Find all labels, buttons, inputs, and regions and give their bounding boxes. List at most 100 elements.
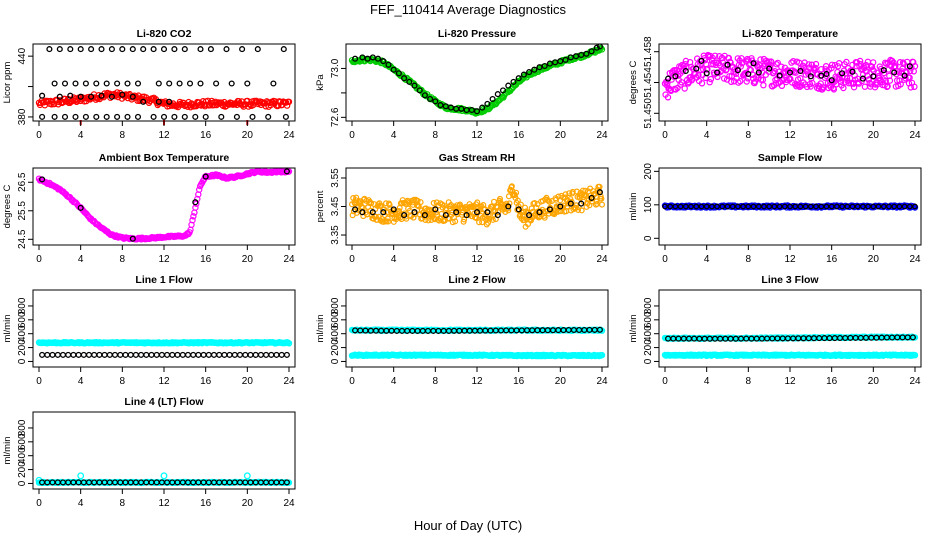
data-point (396, 208, 403, 215)
y-axis-label: ml/min (2, 315, 13, 343)
y-axis-label: ml/min (628, 315, 639, 343)
data-point (709, 203, 715, 210)
data-point (427, 95, 434, 103)
data-point (226, 351, 233, 358)
data-point (283, 168, 290, 175)
data-point (805, 61, 813, 68)
data-point (93, 80, 100, 87)
x-tick-label: 8 (120, 376, 126, 387)
data-point (98, 92, 105, 99)
data-point (719, 203, 726, 210)
data-point (897, 81, 904, 88)
data-point (39, 351, 46, 358)
data-point (834, 63, 842, 70)
data-point (911, 83, 918, 91)
data-point (593, 198, 600, 205)
series-averages (352, 189, 603, 219)
data-point (728, 78, 735, 86)
data-point (870, 73, 877, 80)
data-point (823, 70, 830, 78)
data-point (703, 203, 710, 210)
data-point (734, 67, 741, 74)
data-point (761, 203, 767, 210)
data-point (677, 203, 684, 210)
data-point (773, 60, 780, 68)
data-point (682, 67, 689, 75)
data-point (802, 203, 809, 210)
data-point (526, 212, 533, 219)
data-point (77, 46, 84, 53)
series-dense (661, 51, 919, 101)
data-point (166, 80, 173, 87)
data-point (127, 351, 134, 358)
x-tick-label: 12 (158, 498, 170, 509)
data-point (430, 200, 437, 207)
data-point (701, 57, 709, 64)
data-point (160, 113, 168, 120)
data-point (380, 209, 387, 216)
data-point (244, 80, 251, 87)
data-point (160, 46, 168, 53)
data-point (479, 104, 486, 111)
data-point (364, 55, 371, 62)
data-point (894, 67, 901, 75)
data-point (197, 80, 204, 87)
y-axis-label: degrees C (2, 184, 13, 228)
data-point (583, 203, 590, 210)
data-point (119, 91, 126, 98)
data-point (818, 72, 825, 79)
data-point (54, 351, 61, 358)
data-point (181, 46, 188, 53)
data-point (531, 66, 538, 73)
data-point (739, 59, 746, 66)
data-point (812, 60, 820, 68)
data-point (693, 203, 700, 210)
data-point (353, 194, 360, 201)
data-point (484, 100, 491, 107)
x-tick-label: 16 (826, 254, 838, 265)
data-point (582, 187, 589, 194)
data-point (566, 190, 573, 197)
y-tick-label: 3.55 (330, 168, 341, 188)
data-point (39, 113, 46, 120)
data-point (499, 87, 507, 94)
y-axis-label: degrees C (628, 60, 639, 104)
x-tick-label: 8 (746, 376, 752, 387)
y-tick-label: 73.0 (330, 58, 341, 78)
data-point (569, 188, 576, 195)
data-point (578, 207, 585, 214)
data-point (863, 68, 870, 75)
data-point (200, 351, 207, 358)
y-tick-label: 600 (643, 311, 654, 328)
data-point (132, 351, 139, 358)
data-point (134, 80, 142, 87)
data-point (283, 351, 290, 358)
data-point (839, 203, 845, 210)
data-point (884, 82, 891, 90)
data-point (840, 84, 847, 92)
y-tick-label: 800 (643, 297, 654, 314)
x-tick-label: 24 (283, 498, 295, 509)
data-point (886, 203, 892, 210)
data-point (678, 79, 685, 86)
y-axis-label: Licor ppm (2, 62, 13, 104)
data-point (184, 351, 192, 358)
y-tick-label: 440 (17, 47, 28, 64)
data-point (861, 83, 869, 90)
data-point (891, 203, 898, 210)
data-point (495, 209, 502, 216)
data-point (80, 351, 87, 358)
x-tick-label: 24 (596, 254, 608, 265)
x-tick-label: 12 (784, 254, 796, 265)
data-point (494, 91, 501, 98)
data-point (181, 113, 188, 120)
data-point (442, 212, 449, 219)
data-point (797, 203, 804, 210)
data-point (839, 70, 846, 77)
data-point (704, 65, 711, 73)
y-tick-label: 25.5 (17, 201, 28, 221)
y-tick-label: 200 (17, 339, 28, 356)
data-point (541, 62, 548, 70)
data-point (854, 203, 861, 210)
data-point (896, 59, 904, 66)
